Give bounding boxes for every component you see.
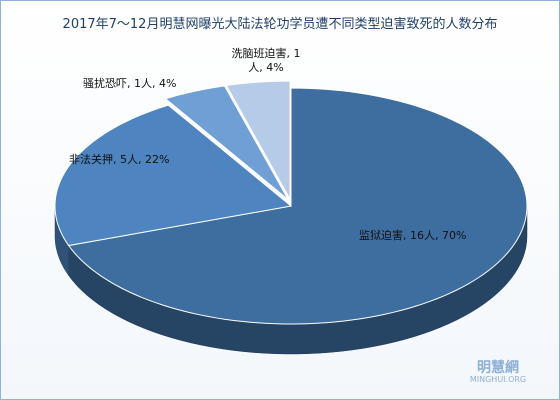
slice: [67, 87, 528, 325]
watermark-site: MINGHUI.ORG: [469, 375, 527, 384]
data-label: 监狱迫害, 16人, 70%: [359, 229, 467, 242]
slice: [164, 85, 289, 200]
data-label: 骚扰恐吓, 1人, 4%: [83, 77, 177, 90]
slice: [54, 104, 293, 247]
data-label: 洗脑班迫害, 1人, 4%: [231, 47, 301, 74]
slice: [225, 80, 291, 201]
data-label: 非法关押, 5人, 22%: [69, 153, 170, 166]
watermark-name: 明慧網: [477, 360, 519, 376]
chart-title: 2017年7～12月明慧网曝光大陆法轮功学员遭不同类型迫害致死的人数分布: [62, 17, 498, 32]
